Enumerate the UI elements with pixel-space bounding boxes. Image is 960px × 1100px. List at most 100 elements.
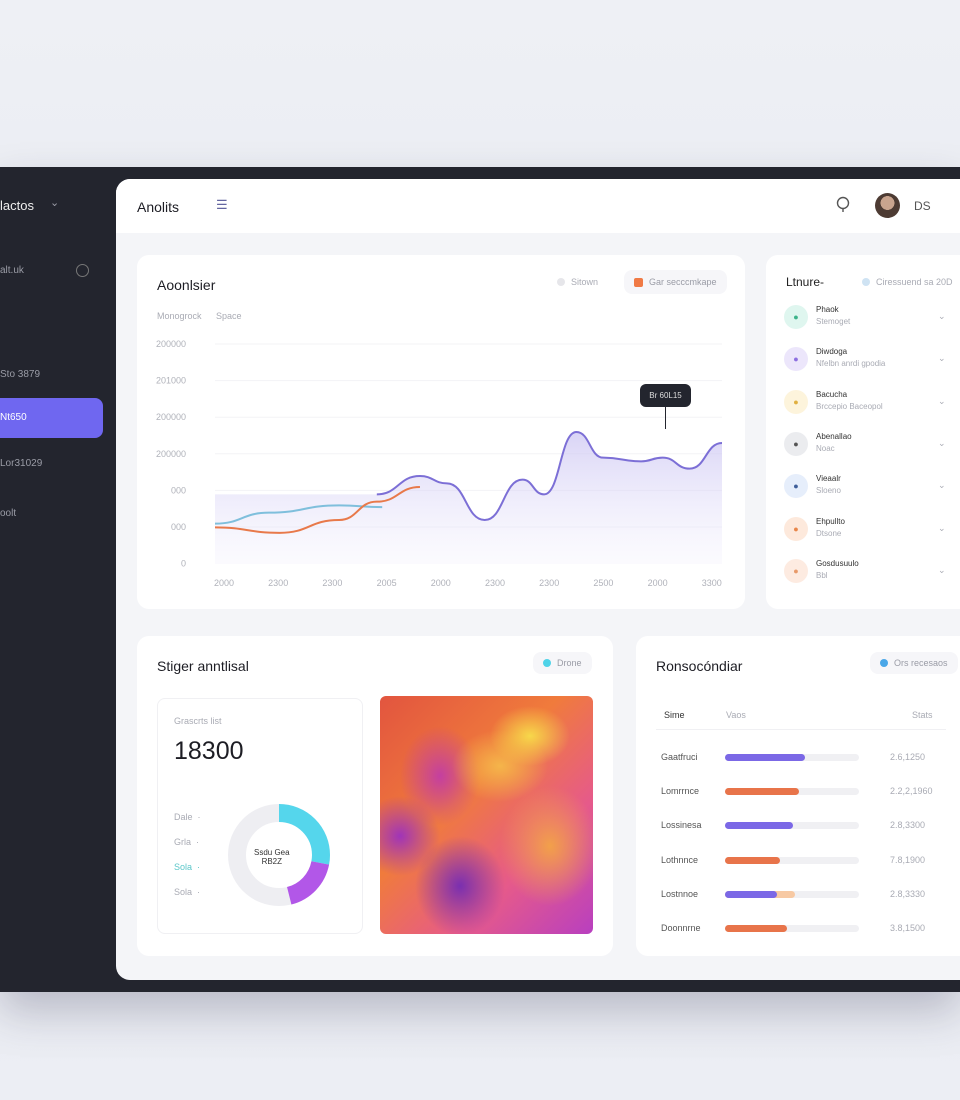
series-line-2 [214,486,420,534]
donut-legend-item: Sola · [174,862,201,872]
progress-bar [725,925,859,932]
chevron-down-icon[interactable]: ⌄ [938,437,946,448]
sidebar-item-active[interactable]: Nt650 [0,398,103,438]
progress-bar [725,822,859,830]
table-row[interactable]: Gaatfruci 2.6,1250 [636,752,960,768]
x-tick-label: 2500 [593,578,613,588]
chevron-down-icon[interactable]: ⌄ [938,480,946,491]
main-chart-card: Aoonlsier Sitown Gar secccmkape Monogroc… [137,255,745,609]
table-row[interactable]: Doonnrne 3.8,1500 [636,923,960,939]
progress-bar [725,754,859,761]
row-name: Lomrrnce [661,786,700,797]
table-row[interactable]: Lothnnce 7.8,1900 [636,855,960,871]
item-sub: Noac [816,443,835,453]
item-name: Gosdusuulo [816,558,859,568]
main-panel: Anolits ☰ DS Aoonlsier Sitown Gar secccm… [116,179,960,980]
item-name: Diwdoga [816,347,848,357]
list-item[interactable]: ● Vieaalr Sloeno ⌄ [766,474,960,510]
donut-center-label: Ssdu Gea RB2Z [254,848,290,866]
series-line-1 [214,504,383,525]
chevron-down-icon[interactable]: ⌄ [938,353,946,364]
item-sub: Dtsone [816,528,842,538]
sub-label: Space [216,311,242,321]
x-tick-label: 2300 [322,578,342,588]
bag-icon: ● [784,558,808,583]
chevron-down-icon[interactable]: ⌄ [938,522,946,533]
stats-legend[interactable]: Drone [533,652,592,674]
search-icon[interactable] [835,196,851,214]
table-row[interactable]: Lossinesa 2.8,3300 [636,820,960,836]
stat-box: Grascrts list 18300 Dale · Grla · Sola · So… [157,698,363,934]
x-tick-label: 2300 [268,578,288,588]
row-name: Doonnrne [661,923,701,933]
item-name: Vieaalr [816,474,841,484]
chat-icon: ● [784,305,808,329]
item-name: Ehpullto [816,516,845,526]
stats-card: Stiger anntlisal Drone Grascrts list 183… [137,636,613,956]
y-tick-label: 201000 [156,376,186,386]
row-value: 3.8,1500 [890,923,926,933]
sidebar-item-2[interactable]: Sto 3879 [0,369,41,380]
sidebar-item-5[interactable]: oolt [0,508,17,519]
doc-icon: ● [784,516,808,541]
x-tick-label: 2000 [214,578,234,588]
progress-bar [725,856,859,864]
chart-tooltip: Br 60L15 [640,384,691,407]
item-sub: Sloeno [816,486,841,496]
legend-item[interactable]: Sitown [557,277,598,287]
table-row[interactable]: Lostnnoe 2.8,3330 [636,889,960,905]
menu-icon[interactable]: ☰ [216,197,228,212]
row-name: Gaatfruci [661,752,698,762]
progress-bar [725,788,859,796]
user-initials: DS [914,199,931,213]
sidebar-item-4[interactable]: Lor31029 [0,458,43,469]
chevron-down-icon[interactable]: ⌄ [50,197,60,209]
donut-segment [228,804,330,906]
item-sub: Brccepio Baceopol [816,401,883,411]
sync-icon: ● [784,474,808,499]
row-name: Lostnnoe [661,888,699,899]
list-legend: Ciressuend sa 20D [862,277,953,287]
table-card: Ronsocóndiar Ors recesaos Sime Vaos Stat… [636,636,960,956]
avatar[interactable] [875,193,900,218]
chevron-down-icon[interactable]: ⌄ [938,395,946,406]
column-header[interactable]: Vaos [726,710,746,720]
list-item[interactable]: ● Gosdusuulo Bbl ⌄ [766,558,960,595]
item-sub: Nfelbn anrdi gpodia [816,359,886,369]
row-value: 2.8,3330 [890,888,926,899]
list-item[interactable]: ● Bacucha Brccepio Baceopol ⌄ [766,389,960,426]
brand-name: lactos [0,198,34,213]
donut-legend-item: Grla · [174,837,200,847]
column-header[interactable]: Stats [912,710,933,720]
list-item[interactable]: ● Ehpullto Dtsone ⌄ [766,516,960,553]
row-name: Lothnnce [661,854,699,865]
list-item[interactable]: ● Abenallao Noac ⌄ [766,431,960,468]
list-item[interactable]: ● Phaok Stemoget ⌄ [766,305,960,341]
stat-label: Grascrts list [174,716,222,726]
donut-chart [228,804,330,906]
top-header: Anolits ☰ DS [116,179,960,233]
row-value: 2.2,2,1960 [890,786,933,797]
table-header: Sime Vaos Stats [656,698,946,730]
x-tick-label: 2000 [431,578,451,588]
stat-value: 18300 [174,737,244,765]
column-header[interactable]: Sime [664,710,685,720]
list-item[interactable]: ● Diwdoga Nfelbn anrdi gpodia ⌄ [766,347,960,383]
chevron-down-icon[interactable]: ⌄ [938,311,946,321]
chevron-down-icon[interactable]: ⌄ [938,564,946,575]
chart-title: Aoonlsier [157,277,216,293]
item-sub: Stemoget [816,317,851,326]
sidebar-item-1[interactable]: alt.uk [0,265,24,276]
y-tick-label: 000 [171,522,186,532]
box-icon: ● [784,389,808,414]
table-row[interactable]: Lomrrnce 2.2,2,1960 [636,786,960,802]
y-tick-label: 200000 [156,449,186,459]
legend-chip[interactable]: Gar secccmkape [624,270,727,294]
y-tick-label: 200000 [156,412,186,422]
x-tick-label: 2300 [539,578,559,588]
row-value: 7.8,1900 [890,854,926,865]
row-value: 2.8,3300 [890,820,926,831]
circle-icon[interactable] [76,264,89,277]
table-legend[interactable]: Ors recesaos [870,652,958,674]
